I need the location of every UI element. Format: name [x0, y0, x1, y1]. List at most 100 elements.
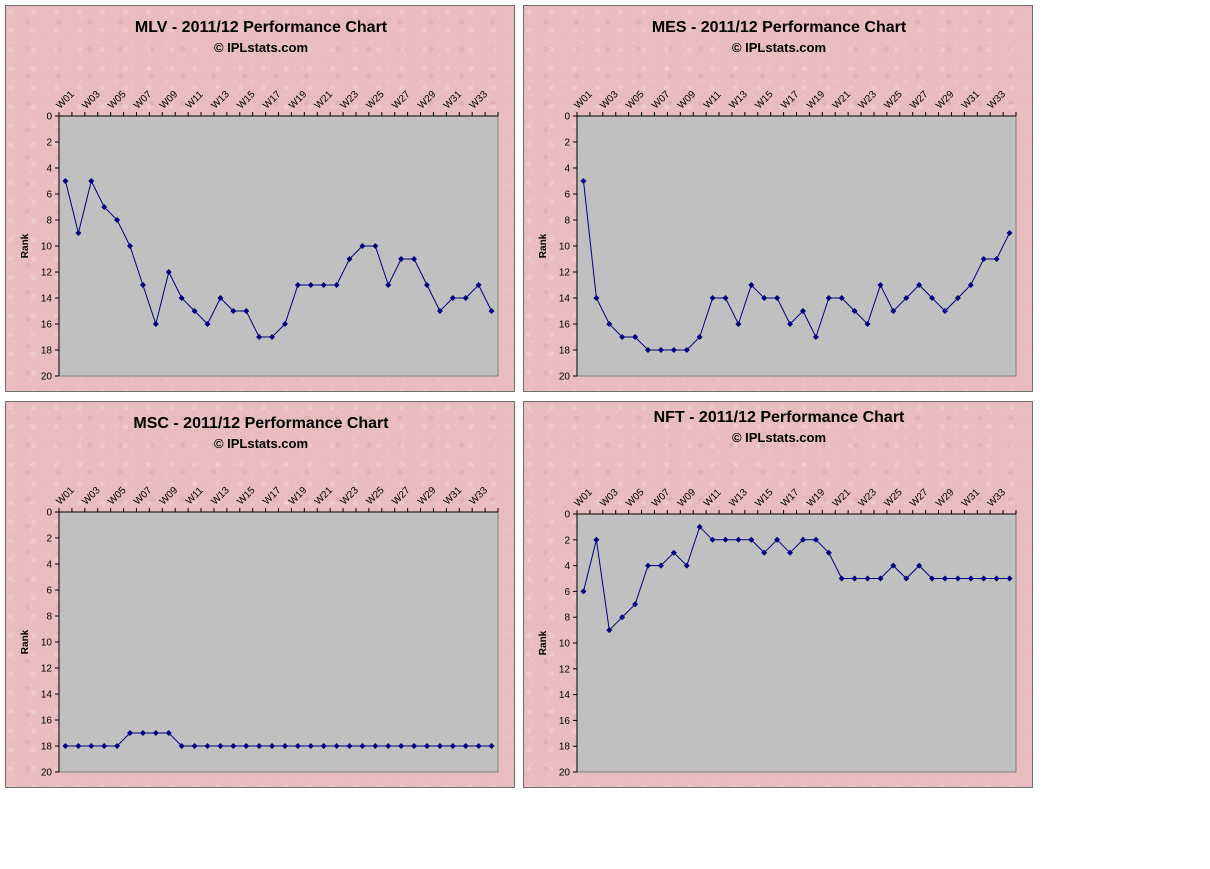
- x-tick-label: W19: [287, 89, 310, 112]
- chart-subtitle: © IPLstats.com: [214, 436, 308, 451]
- data-point: [683, 562, 690, 569]
- y-tick-label: 2: [564, 138, 570, 149]
- x-tick-label: W07: [650, 487, 673, 510]
- data-point: [825, 549, 832, 556]
- data-point: [774, 295, 781, 301]
- data-point: [980, 575, 987, 582]
- data-point: [62, 743, 69, 749]
- data-point: [359, 743, 366, 749]
- data-point: [165, 730, 172, 736]
- y-tick-label: 10: [559, 242, 571, 253]
- data-point: [230, 308, 237, 314]
- y-tick-label: 8: [564, 613, 570, 624]
- data-point: [488, 743, 495, 749]
- data-point: [152, 730, 159, 736]
- x-tick-label: W15: [235, 485, 258, 508]
- data-point: [735, 536, 742, 543]
- data-point: [114, 217, 121, 223]
- data-point: [799, 536, 806, 543]
- data-point: [838, 575, 845, 582]
- data-point: [256, 743, 263, 749]
- chart-panel-mes: MES - 2011/12 Performance Chart © IPLstat…: [523, 5, 1033, 392]
- x-tick-label: W27: [908, 487, 931, 510]
- x-tick-label: W21: [831, 89, 854, 112]
- plot-area: [576, 513, 1017, 773]
- data-point: [436, 743, 443, 749]
- data-point: [178, 743, 185, 749]
- data-point: [606, 321, 613, 327]
- y-tick-label: 18: [41, 346, 53, 357]
- y-tick-label: 6: [564, 587, 570, 598]
- data-point: [139, 282, 146, 288]
- y-axis-title: Rank: [538, 630, 549, 655]
- data-point: [281, 321, 288, 327]
- data-point: [709, 295, 716, 301]
- data-point: [1006, 230, 1013, 236]
- data-point: [619, 334, 626, 340]
- y-tick-label: 18: [559, 346, 571, 357]
- data-point: [127, 243, 134, 249]
- data-point: [217, 295, 224, 301]
- y-tick-label: 8: [46, 216, 52, 227]
- x-tick-label: W03: [80, 485, 103, 508]
- chart-panel-nft: NFT - 2011/12 Performance Chart © IPLstat…: [523, 401, 1033, 788]
- data-point: [593, 295, 600, 301]
- y-tick-label: 16: [559, 320, 571, 331]
- x-tick-label: W13: [727, 487, 750, 510]
- data-point: [101, 743, 108, 749]
- data-point: [787, 549, 794, 556]
- y-tick-label: 4: [564, 164, 570, 175]
- chart-svg: MSC - 2011/12 Performance Chart © IPLstat…: [20, 415, 499, 779]
- data-point: [812, 334, 819, 340]
- plot-area: [58, 511, 499, 773]
- data-point: [165, 269, 172, 275]
- data-point: [748, 282, 755, 288]
- x-tick-label: W09: [158, 89, 181, 112]
- chart-subtitle: © IPLstats.com: [732, 430, 826, 445]
- x-tick-label: W05: [106, 485, 129, 508]
- x-tick-label: W33: [468, 89, 491, 112]
- data-point: [372, 243, 379, 249]
- data-point: [980, 256, 987, 262]
- x-tick-label: W17: [261, 485, 284, 508]
- x-tick-label: W05: [624, 487, 647, 510]
- data-point: [101, 204, 108, 210]
- data-point: [606, 627, 613, 634]
- plot-area: [58, 115, 499, 377]
- data-point: [88, 743, 95, 749]
- data-point: [333, 282, 340, 288]
- x-tick-label: W01: [55, 485, 78, 508]
- data-point: [903, 575, 910, 582]
- data-point: [346, 256, 353, 262]
- data-point: [929, 575, 936, 582]
- chart-panel-msc: MSC - 2011/12 Performance Chart © IPLstat…: [5, 401, 515, 788]
- data-point: [799, 308, 806, 314]
- x-tick-label: W19: [805, 487, 828, 510]
- series-line: [583, 180, 1010, 351]
- x-tick-label: W09: [676, 89, 699, 112]
- y-tick-label: 10: [559, 639, 571, 650]
- x-tick-label: W27: [390, 89, 413, 112]
- data-point: [670, 347, 677, 353]
- x-tick-label: W23: [339, 485, 362, 508]
- x-tick-label: W13: [727, 89, 750, 112]
- x-tick-label: W29: [934, 89, 957, 112]
- data-point: [877, 575, 884, 582]
- x-tick-label: W29: [416, 485, 439, 508]
- data-point: [75, 230, 82, 236]
- x-tick-label: W31: [960, 487, 983, 510]
- data-point: [916, 562, 923, 569]
- x-tick-label: W29: [416, 89, 439, 112]
- x-tick-label: W01: [55, 89, 78, 112]
- chart-svg: NFT - 2011/12 Performance Chart © IPLstat…: [538, 409, 1017, 779]
- data-point: [954, 295, 961, 301]
- data-point: [462, 743, 469, 749]
- data-point: [398, 743, 405, 749]
- data-point: [411, 256, 418, 262]
- data-point: [269, 334, 276, 340]
- y-tick-label: 6: [46, 190, 52, 201]
- x-tick-label: W03: [598, 487, 621, 510]
- y-tick-label: 8: [564, 216, 570, 227]
- x-tick-label: W07: [650, 89, 673, 112]
- y-tick-label: 0: [564, 510, 570, 521]
